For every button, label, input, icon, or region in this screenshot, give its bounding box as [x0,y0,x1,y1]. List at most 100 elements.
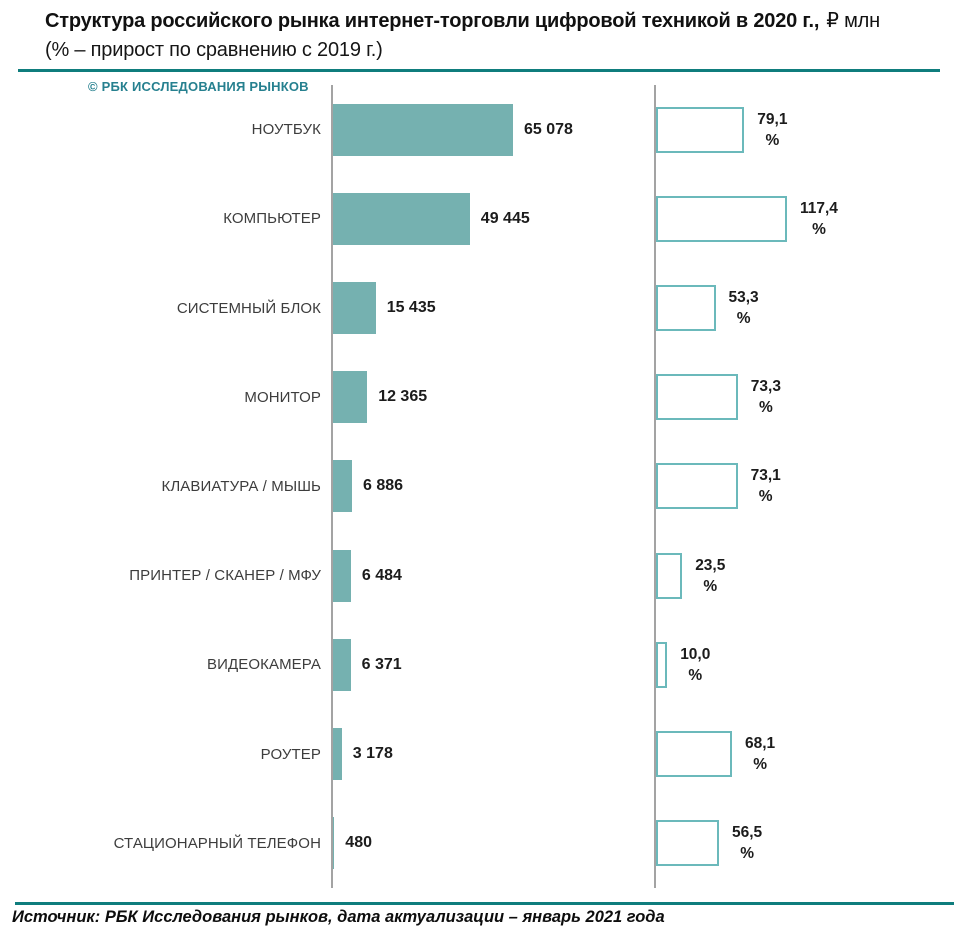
percent-bar [656,552,683,599]
percent-bar-group: 23,5 % [656,531,725,620]
left-axis-line [331,85,333,888]
percent-label: 73,3 % [751,376,781,418]
percent-value: 56,5 [732,824,763,842]
category-label: СТАЦИОНАРНЫЙ ТЕЛЕФОН [113,834,321,852]
value-bar [333,638,351,691]
chart-row: РОУТЕР 3 178 68,1 % [0,710,954,799]
chart-row: ПРИНТЕР / СКАНЕР / МФУ 6 484 23,5 % [0,531,954,620]
percent-bar [656,731,732,778]
percent-label: 10,0 % [680,644,710,686]
watermark-copyright: © РБК ИССЛЕДОВАНИЯ РЫНКОВ [88,79,309,94]
title-line1: Структура российского рынка интернет-тор… [45,7,942,36]
percent-bar [656,195,787,242]
value-bar [333,282,376,335]
value-label: 49 445 [480,209,530,227]
value-label: 15 435 [386,299,436,317]
chart-row: ВИДЕОКАМЕРА 6 371 10,0 % [0,620,954,709]
percent-bar-group: 73,3 % [656,353,781,442]
percent-bar [656,641,668,688]
value-label: 6 484 [361,566,402,584]
top-divider-line [18,69,940,72]
percent-sign: % [765,131,780,149]
percent-bar-group: 10,0 % [656,620,710,709]
category-label: МОНИТОР [244,388,321,406]
value-bar [333,549,351,602]
chart-row: СТАЦИОНАРНЫЙ ТЕЛЕФОН 480 56,5 % [0,799,954,888]
chart-row: СИСТЕМНЫЙ БЛОК 15 435 53,3 % [0,263,954,352]
percent-label: 79,1 % [757,109,787,151]
chart-row: КЛАВИАТУРА / МЫШЬ 6 886 73,1 % [0,442,954,531]
percent-bar [656,463,738,510]
value-label: 3 178 [352,745,393,763]
percent-value: 68,1 [745,735,776,753]
percent-value: 73,1 [750,467,781,485]
percent-value: 53,3 [728,289,759,307]
percent-label: 23,5 % [695,555,725,597]
percent-bar-group: 73,1 % [656,442,781,531]
category-label: КОМПЬЮТЕР [223,210,321,228]
percent-value: 117,4 [800,199,838,217]
category-label: КЛАВИАТУРА / МЫШЬ [161,477,321,495]
percent-bar-group: 53,3 % [656,263,759,352]
value-label: 6 886 [363,477,404,495]
title-line2: (% – прирост по сравнению с 2019 г.) [45,39,383,61]
value-bar-group: 6 484 [333,531,402,620]
category-label: НОУТБУК [251,121,321,139]
percent-label: 53,3 % [729,287,759,329]
percent-sign: % [758,488,773,506]
percent-label: 56,5 % [732,822,762,864]
bottom-divider-line [15,902,954,905]
value-bar [333,817,335,870]
percent-value: 79,1 [757,110,788,128]
percent-value: 23,5 [695,556,726,574]
chart-row: НОУТБУК 65 078 79,1 % [0,85,954,174]
chart-area: НОУТБУК 65 078 79,1 % КОМПЬЮТЕР 49 445 1… [0,85,954,888]
value-label: 12 365 [378,388,428,406]
percent-label: 117,4 % [800,198,838,240]
title-main-text: Структура российского рынка интернет-тор… [45,10,820,32]
percent-sign: % [688,666,703,684]
right-axis-line [654,85,656,888]
percent-bar [656,106,745,153]
percent-value: 73,3 [750,378,781,396]
chart-row: КОМПЬЮТЕР 49 445 117,4 % [0,174,954,263]
percent-sign: % [736,310,751,328]
percent-sign: % [703,577,718,595]
value-bar-group: 12 365 [333,353,427,442]
value-bar-group: 49 445 [333,174,530,263]
value-bar [333,192,470,245]
percent-label: 73,1 % [751,465,781,507]
value-bar-group: 3 178 [333,710,393,799]
category-label: РОУТЕР [260,745,321,763]
value-bar-group: 15 435 [333,263,436,352]
value-label: 6 371 [361,655,402,673]
value-bar [333,103,513,156]
percent-sign: % [812,220,826,238]
percent-bar-group: 68,1 % [656,710,775,799]
chart-row: МОНИТОР 12 365 73,3 % [0,353,954,442]
percent-bar [656,820,719,867]
percent-sign: % [753,756,767,774]
percent-bar-group: 56,5 % [656,799,762,888]
category-label: ПРИНТЕР / СКАНЕР / МФУ [129,567,321,585]
source-note: Источник: РБК Исследования рынков, дата … [12,908,665,926]
percent-bar [656,374,738,421]
value-bar-group: 65 078 [333,85,573,174]
page-title: Структура российского рынка интернет-тор… [0,0,954,65]
percent-value: 10,0 [680,645,711,663]
chart-rows: НОУТБУК 65 078 79,1 % КОМПЬЮТЕР 49 445 1… [0,85,954,888]
title-unit-text: ₽ млн [826,10,880,32]
value-bar [333,460,352,513]
value-bar-group: 6 371 [333,620,402,709]
value-bar [333,728,342,781]
value-bar-group: 6 886 [333,442,403,531]
percent-bar-group: 117,4 % [656,174,838,263]
value-bar [333,371,368,424]
percent-sign: % [758,399,773,417]
percent-sign: % [740,845,754,863]
value-bar-group: 480 [333,799,372,888]
percent-bar [656,285,716,332]
percent-bar-group: 79,1 % [656,85,787,174]
category-label: СИСТЕМНЫЙ БЛОК [176,299,321,317]
